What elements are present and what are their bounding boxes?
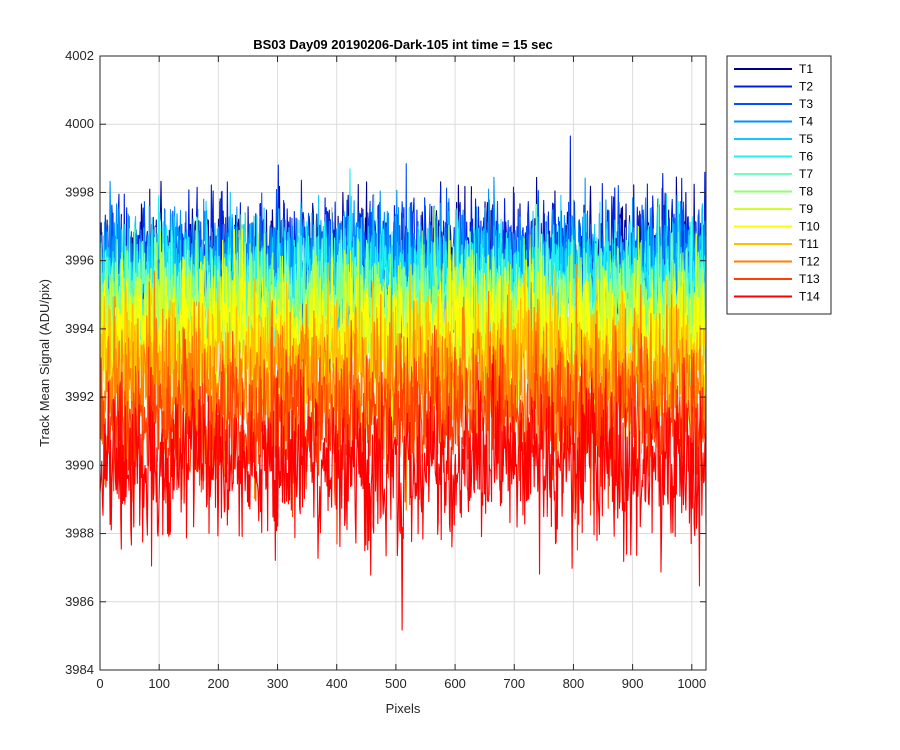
y-tick-label: 3992 — [65, 389, 94, 404]
x-tick-label: 400 — [326, 676, 348, 691]
x-tick-label: 1000 — [677, 676, 706, 691]
legend-label-t8: T8 — [799, 185, 813, 199]
legend-label-t13: T13 — [799, 272, 820, 286]
y-tick-label: 3994 — [65, 321, 94, 336]
x-axis-label: Pixels — [386, 701, 421, 716]
legend-items: T1 T2 T3 T4 T5 T6 T7 T8 T9 T10 T11 T12 T13 T14 — [734, 62, 820, 304]
y-tick-label: 3996 — [65, 253, 94, 268]
legend-box — [726, 55, 832, 315]
y-tick-label: 3998 — [65, 184, 94, 199]
legend-label-t4: T4 — [799, 115, 813, 129]
legend-label-t14: T14 — [799, 290, 820, 304]
series-layer — [99, 135, 707, 631]
y-tick-label: 4002 — [65, 48, 94, 63]
legend: T1 T2 T3 T4 T5 T6 T7 T8 T9 T10 T11 T12 T13 T14 — [726, 55, 832, 315]
x-tick-label: 900 — [622, 676, 644, 691]
y-tick-label: 3984 — [65, 662, 94, 677]
legend-label-t11: T11 — [799, 237, 819, 251]
y-tick-label: 3990 — [65, 457, 94, 472]
x-tick-label: 700 — [503, 676, 525, 691]
legend-label-t9: T9 — [799, 202, 813, 216]
plot-area: 0 100 200 300 400 500 600 700 800 900 1000 3984 3986… — [65, 48, 707, 691]
y-axis-label: Track Mean Signal (ADU/pix) — [37, 279, 52, 447]
x-tick-label: 100 — [148, 676, 170, 691]
chart-title: BS03 Day09 20190206-Dark-105 int time = … — [253, 37, 553, 52]
legend-label-t6: T6 — [799, 150, 813, 164]
x-tick-label: 800 — [563, 676, 585, 691]
legend-label-t2: T2 — [799, 80, 813, 94]
y-tick-label: 3986 — [65, 594, 94, 609]
y-tick-label: 4000 — [65, 116, 94, 131]
legend-label-t10: T10 — [799, 220, 820, 234]
legend-label-t5: T5 — [799, 132, 813, 146]
legend-label-t12: T12 — [799, 255, 820, 269]
x-tick-label: 200 — [208, 676, 230, 691]
axes-box — [99, 55, 707, 671]
x-tick-label: 600 — [444, 676, 466, 691]
legend-label-t7: T7 — [799, 167, 813, 181]
tick-marks — [99, 55, 706, 671]
x-tick-label: 0 — [96, 676, 103, 691]
legend-label-t3: T3 — [799, 97, 813, 111]
series-line-t10 — [99, 228, 707, 436]
series-line-t14 — [99, 354, 707, 631]
legend-label-t1: T1 — [799, 62, 813, 76]
x-tick-label: 300 — [267, 676, 289, 691]
tick-labels: 0 100 200 300 400 500 600 700 800 900 1000 3984 3986… — [65, 48, 706, 691]
x-tick-label: 500 — [385, 676, 407, 691]
y-tick-label: 3988 — [65, 526, 94, 541]
